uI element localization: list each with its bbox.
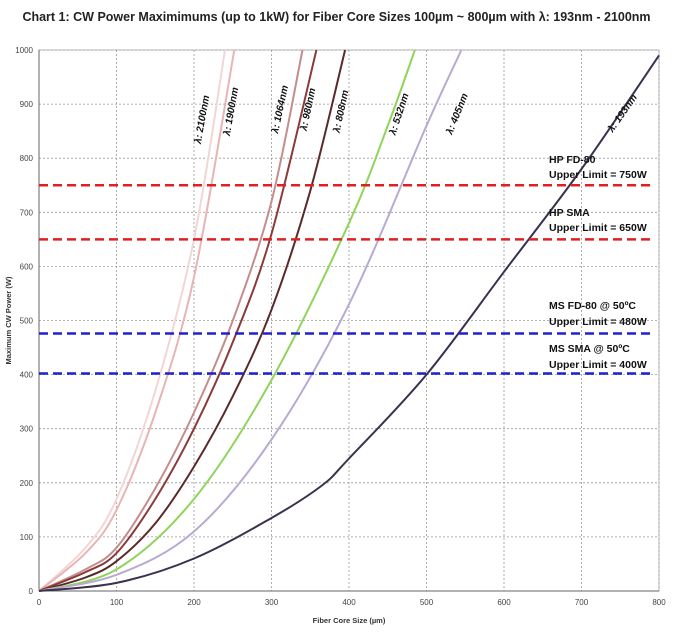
x-tick-label: 200 [187, 598, 201, 607]
series-line-6 [38, 49, 463, 592]
reference-label-limit-3: Upper Limit = 400W [549, 359, 647, 371]
series-line-5 [38, 49, 416, 592]
y-tick-label: 200 [20, 479, 34, 488]
series-line-2 [38, 49, 304, 592]
series-line-4 [38, 49, 347, 592]
y-tick-label: 400 [20, 371, 34, 380]
chart-title: Chart 1: CW Power Maximimums (up to 1kW)… [22, 10, 651, 24]
x-tick-label: 600 [497, 598, 511, 607]
x-tick-label: 700 [575, 598, 589, 607]
y-tick-label: 0 [29, 587, 34, 596]
y-tick-label: 100 [20, 533, 34, 542]
y-tick-label: 700 [20, 208, 34, 217]
x-tick-label: 0 [37, 598, 42, 607]
series-line-3 [38, 49, 318, 592]
reference-label-name-0: HP FD-80 [549, 154, 596, 166]
x-tick-label: 100 [110, 598, 124, 607]
y-tick-label: 900 [20, 100, 34, 109]
y-tick-label: 800 [20, 154, 34, 163]
reference-label-limit-0: Upper Limit = 750W [549, 169, 647, 181]
y-tick-label: 1000 [15, 46, 33, 55]
reference-label-name-3: MS SMA @ 50ºC [549, 343, 630, 355]
reference-label-limit-1: Upper Limit = 650W [549, 222, 647, 234]
y-tick-label: 300 [20, 425, 34, 434]
y-tick-label: 600 [20, 262, 34, 271]
x-tick-label: 300 [265, 598, 279, 607]
reference-label-limit-2: Upper Limit = 480W [549, 316, 647, 328]
reference-label-name-2: MS FD-80 @ 50ºC [549, 300, 636, 312]
x-tick-label: 400 [342, 598, 356, 607]
reference-label-name-1: HP SMA [549, 207, 590, 219]
series-line-0 [38, 49, 226, 592]
x-axis-label: Fiber Core Size (µm) [313, 616, 386, 625]
x-tick-label: 800 [652, 598, 666, 607]
y-tick-label: 500 [20, 317, 34, 326]
y-axis-label: Maximum CW Power (W) [4, 276, 13, 364]
series-line-7 [38, 54, 660, 592]
x-tick-label: 500 [420, 598, 434, 607]
